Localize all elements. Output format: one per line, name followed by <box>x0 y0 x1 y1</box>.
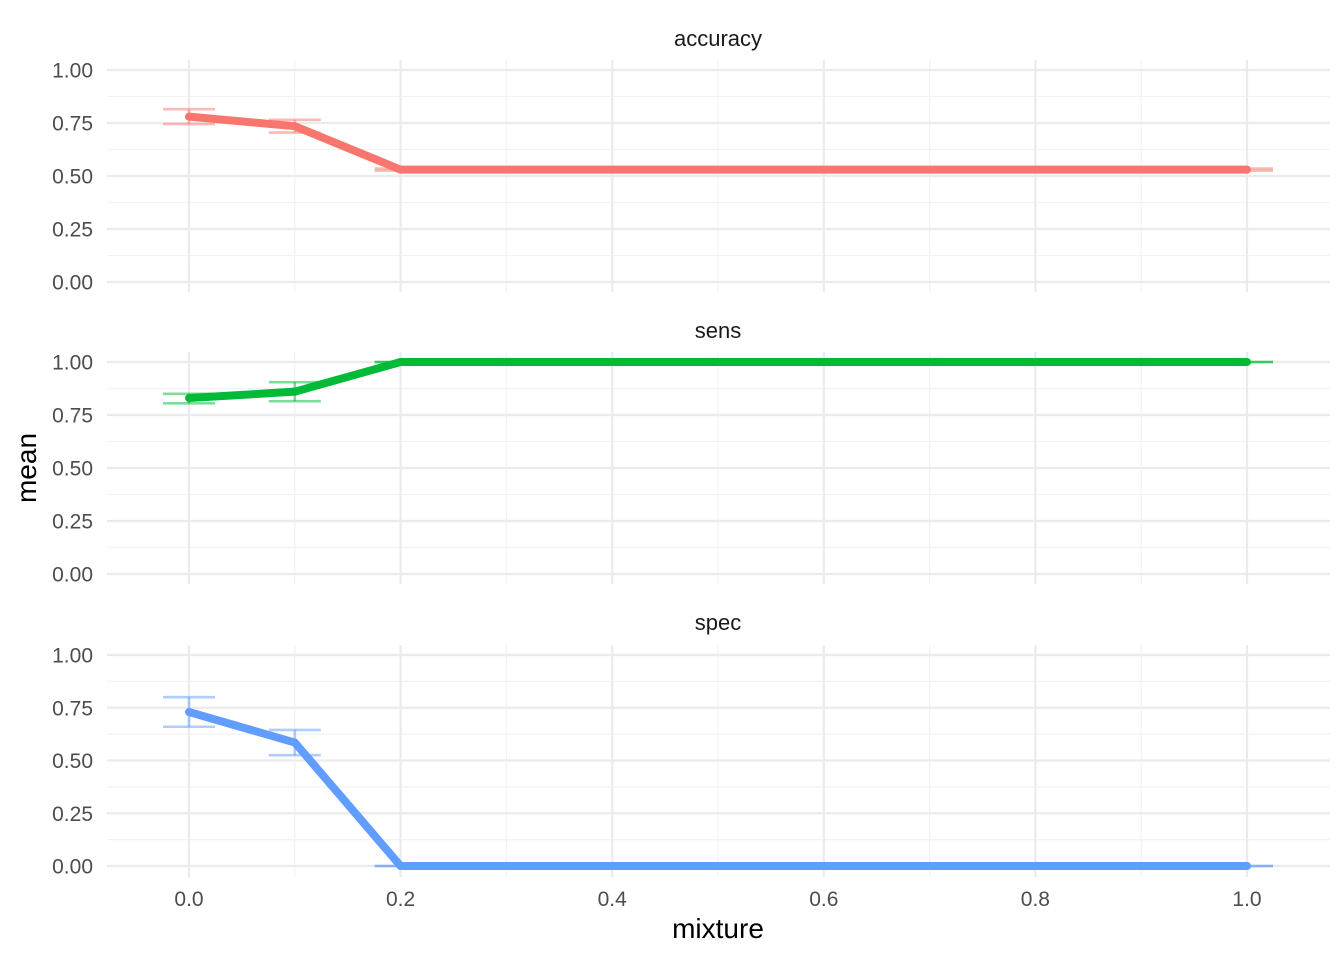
y-tick-label: 1.00 <box>52 60 93 83</box>
y-tick-label: 0.75 <box>52 405 93 428</box>
panel-title: accuracy <box>674 26 762 51</box>
y-tick-label: 0.00 <box>52 564 93 587</box>
x-axis-title: mixture <box>672 913 764 944</box>
data-point <box>396 165 405 174</box>
data-point <box>185 707 193 716</box>
y-tick-label: 0.75 <box>52 113 93 136</box>
y-tick-label: 0.50 <box>52 750 93 773</box>
x-tick-label: 0.8 <box>1021 888 1050 911</box>
data-point <box>1243 862 1251 870</box>
y-tick-label: 1.00 <box>52 352 93 375</box>
data-point <box>396 862 405 870</box>
panel-sens: sens 0.00 0.25 0.50 0.75 1.00 <box>52 318 1330 587</box>
y-tick-label: 0.25 <box>52 803 93 826</box>
y-tick-label: 0.50 <box>52 458 93 481</box>
series-line-spec <box>187 708 1247 870</box>
y-tick-label: 0.25 <box>52 511 93 534</box>
y-tick-label: 0.75 <box>52 697 93 720</box>
data-point <box>290 122 299 131</box>
data-point <box>1243 358 1251 366</box>
panel-title: sens <box>695 318 741 343</box>
series-line-sens <box>188 358 1247 403</box>
x-tick-label: 0.4 <box>598 888 628 911</box>
data-point <box>1243 165 1251 174</box>
data-point <box>396 358 405 366</box>
series-line-accuracy <box>188 112 1247 174</box>
panel-accuracy: accuracy 0.00 0.25 0.50 0.75 1.00 <box>52 26 1330 295</box>
x-tick-label: 0.2 <box>386 888 415 911</box>
y-axis-title: mean <box>11 433 42 503</box>
y-tick-label: 0.00 <box>52 272 93 295</box>
y-tick-label: 0.00 <box>52 856 93 879</box>
y-tick-label: 1.00 <box>52 645 93 668</box>
x-tick-label: 1.0 <box>1232 888 1261 911</box>
y-tick-label: 0.50 <box>52 166 93 189</box>
data-point <box>290 738 299 747</box>
panel-spec: spec 0.00 0.25 0.50 0.75 1.00 <box>52 610 1330 879</box>
data-point <box>185 112 193 121</box>
data-point <box>290 387 299 396</box>
x-tick-label: 0.0 <box>174 888 203 911</box>
x-tick-label: 0.6 <box>809 888 838 911</box>
panel-title: spec <box>695 610 741 635</box>
data-point <box>185 394 193 403</box>
y-tick-label: 0.25 <box>52 219 93 242</box>
